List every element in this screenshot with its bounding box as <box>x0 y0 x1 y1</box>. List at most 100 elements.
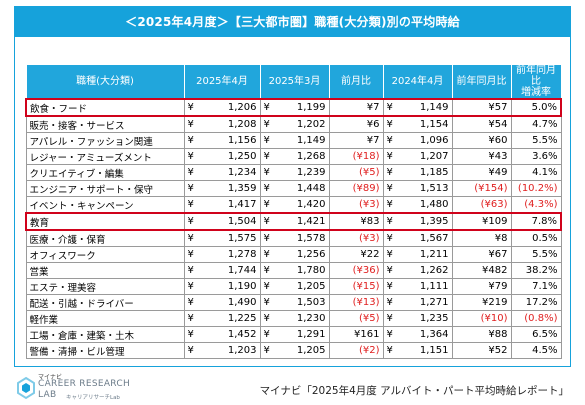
wage-mar2025-cell: ¥1,205 <box>259 278 330 295</box>
currency-symbol: ¥ <box>263 135 270 146</box>
yoy-rate-cell: 6.5% <box>510 326 562 343</box>
table-row: クリエイティブ・編集 ¥1,234 ¥1,239 (¥5) ¥1,185 ¥49 4.1% <box>25 164 562 181</box>
wage-value: 1,448 <box>296 183 326 194</box>
mom-diff-cell: ¥6 <box>328 115 384 133</box>
page-title: ＜2025年4月度＞【三大都市圏】職種(大分類)別の平均時給 <box>14 6 571 37</box>
table-row: 営業 ¥1,744 ¥1,780 (¥36) ¥1,262 ¥482 38.2% <box>25 262 562 279</box>
yoy-diff-cell: ¥57 <box>451 98 512 117</box>
mom-diff-cell: ¥161 <box>328 326 384 343</box>
currency-symbol: ¥ <box>386 249 393 260</box>
mom-diff-cell: (¥89) <box>328 180 384 197</box>
wage-value: 1,256 <box>296 249 326 260</box>
logo-line2: LAB <box>38 390 57 400</box>
lab-logo-icon <box>17 376 35 400</box>
yoy-rate-cell: 3.6% <box>510 148 562 165</box>
yoy-rate-cell: 7.1% <box>510 278 562 295</box>
yoy-rate-cell: 5.0% <box>510 98 562 117</box>
category-cell: オフィスワーク <box>25 246 185 263</box>
currency-symbol: ¥ <box>386 345 393 356</box>
yoy-diff-cell: (¥63) <box>451 196 512 214</box>
currency-symbol: ¥ <box>386 151 393 162</box>
table-row: 医療・介護・保育 ¥1,575 ¥1,578 (¥3) ¥1,567 ¥8 0.5% <box>25 229 562 247</box>
currency-symbol: ¥ <box>187 199 194 210</box>
wage-value: 1,268 <box>296 151 326 162</box>
wage-value: 1,211 <box>419 249 449 260</box>
currency-symbol: ¥ <box>187 297 194 308</box>
wage-apr2025-cell: ¥1,206 <box>183 98 261 117</box>
currency-symbol: ¥ <box>386 216 393 227</box>
wage-value: 1,208 <box>227 119 257 130</box>
currency-symbol: ¥ <box>187 183 194 194</box>
logo-line1: CAREER RESEARCH <box>38 379 131 389</box>
wage-apr2024-cell: ¥1,262 <box>382 262 453 279</box>
mom-diff-cell: ¥7 <box>328 98 384 117</box>
col-header-yoy-rate-line1: 前年同月比 <box>516 65 556 87</box>
wage-value: 1,490 <box>227 297 257 308</box>
wage-mar2025-cell: ¥1,149 <box>259 132 330 149</box>
wage-apr2025-cell: ¥1,744 <box>183 262 261 279</box>
wage-value: 1,225 <box>227 313 257 324</box>
currency-symbol: ¥ <box>263 151 270 162</box>
table-row: 工場・倉庫・建築・土木 ¥1,452 ¥1,291 ¥161 ¥1,364 ¥88 6.5% <box>25 326 562 343</box>
mom-diff-cell: ¥7 <box>328 132 384 149</box>
wage-value: 1,504 <box>227 216 257 227</box>
currency-symbol: ¥ <box>263 329 270 340</box>
wage-value: 1,199 <box>296 102 326 113</box>
currency-symbol: ¥ <box>263 102 270 113</box>
yoy-rate-cell: 0.5% <box>510 229 562 247</box>
wage-mar2025-cell: ¥1,448 <box>259 180 330 197</box>
table-row: 警備・清掃・ビル管理 ¥1,203 ¥1,205 (¥2) ¥1,151 ¥52 4.5% <box>25 342 562 359</box>
yoy-diff-cell: ¥52 <box>451 342 512 359</box>
category-cell: 医療・介護・保育 <box>25 229 185 247</box>
wage-apr2025-cell: ¥1,490 <box>183 294 261 311</box>
category-cell: 軽作業 <box>25 310 185 327</box>
category-cell: 販売・接客・サービス <box>25 115 185 133</box>
currency-symbol: ¥ <box>263 281 270 292</box>
currency-symbol: ¥ <box>386 119 393 130</box>
wage-value: 1,513 <box>419 183 449 194</box>
wage-apr2025-cell: ¥1,575 <box>183 229 261 247</box>
category-cell: エンジニア・サポート・保守 <box>25 180 185 197</box>
mom-diff-cell: ¥22 <box>328 246 384 263</box>
wage-value: 1,421 <box>296 216 326 227</box>
wage-mar2025-cell: ¥1,205 <box>259 342 330 359</box>
table-row: オフィスワーク ¥1,278 ¥1,256 ¥22 ¥1,211 ¥67 5.5% <box>25 246 562 263</box>
yoy-diff-cell: ¥219 <box>451 294 512 311</box>
wage-value: 1,452 <box>227 329 257 340</box>
career-research-lab-logo: マイナビ CAREER RESEARCH LAB キャリアリサーチLab <box>16 372 136 404</box>
mom-diff-cell: (¥13) <box>328 294 384 311</box>
category-cell: クリエイティブ・編集 <box>25 164 185 181</box>
category-cell: エステ・理美容 <box>25 278 185 295</box>
table-row: レジャー・アミューズメント ¥1,250 ¥1,268 (¥18) ¥1,207 ¥43 3… <box>25 148 562 165</box>
wage-mar2025-cell: ¥1,420 <box>259 196 330 214</box>
wage-value: 1,291 <box>296 329 326 340</box>
currency-symbol: ¥ <box>263 119 270 130</box>
logo-subtitle: キャリアリサーチLab <box>66 395 120 401</box>
category-cell: 配送・引越・ドライバー <box>25 294 185 311</box>
currency-symbol: ¥ <box>386 199 393 210</box>
wage-apr2024-cell: ¥1,395 <box>382 212 453 231</box>
table-row: 販売・接客・サービス ¥1,208 ¥1,202 ¥6 ¥1,154 ¥54 4.7% <box>25 115 562 133</box>
yoy-rate-cell: 4.7% <box>510 115 562 133</box>
table-row: 教育 ¥1,504 ¥1,421 ¥83 ¥1,395 ¥109 7.8% <box>25 212 562 231</box>
category-cell: 営業 <box>25 262 185 279</box>
currency-symbol: ¥ <box>263 233 270 244</box>
currency-symbol: ¥ <box>187 249 194 260</box>
currency-symbol: ¥ <box>187 233 194 244</box>
currency-symbol: ¥ <box>187 135 194 146</box>
wage-value: 1,154 <box>419 119 449 130</box>
col-header-mom: 前月比 <box>328 64 384 100</box>
currency-symbol: ¥ <box>386 135 393 146</box>
wage-value: 1,480 <box>419 199 449 210</box>
yoy-diff-cell: ¥67 <box>451 246 512 263</box>
wage-apr2025-cell: ¥1,452 <box>183 326 261 343</box>
wage-value: 1,578 <box>296 233 326 244</box>
yoy-rate-cell: 5.5% <box>510 132 562 149</box>
wage-apr2025-cell: ¥1,156 <box>183 132 261 149</box>
wage-mar2025-cell: ¥1,421 <box>259 212 330 231</box>
yoy-rate-cell: 5.5% <box>510 246 562 263</box>
mom-diff-cell: (¥36) <box>328 262 384 279</box>
yoy-rate-cell: (10.2%) <box>510 180 562 197</box>
col-header-category: 職種(大分類) <box>25 64 185 100</box>
wage-value: 1,744 <box>227 265 257 276</box>
